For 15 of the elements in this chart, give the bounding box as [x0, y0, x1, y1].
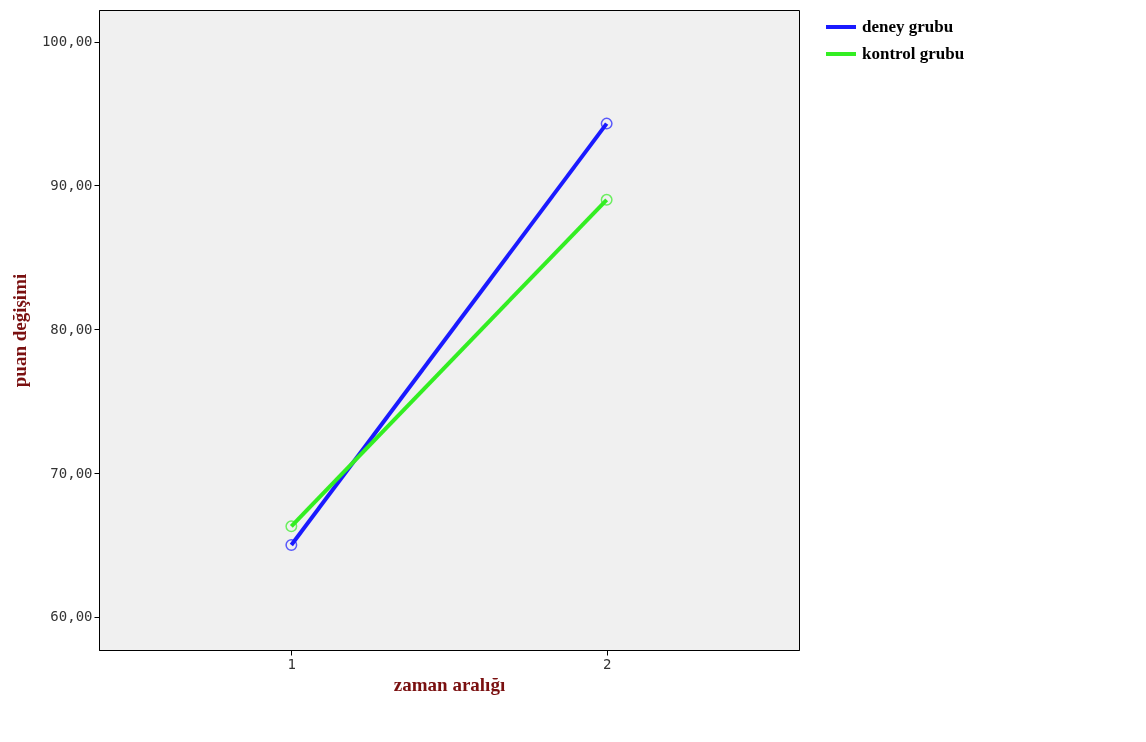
x-tick-label: 2 — [602, 655, 612, 672]
point — [285, 520, 298, 533]
y-tick-label: 90,00 — [50, 176, 93, 193]
point — [600, 193, 613, 206]
y-tick-label: 100,00 — [41, 33, 93, 50]
y-tick-label: 80,00 — [50, 320, 93, 337]
legend-label: deney grubu — [862, 17, 954, 36]
x-tick-label: 1 — [287, 655, 297, 672]
y-tick-label: 70,00 — [50, 464, 93, 481]
point — [600, 117, 613, 130]
x-axis-title: zaman aralığı — [393, 673, 506, 695]
legend-label: kontrol grubu — [862, 44, 965, 63]
y-axis-title: puan değişimi — [8, 273, 30, 388]
point — [285, 539, 298, 551]
y-tick-label: 60,00 — [50, 608, 93, 625]
